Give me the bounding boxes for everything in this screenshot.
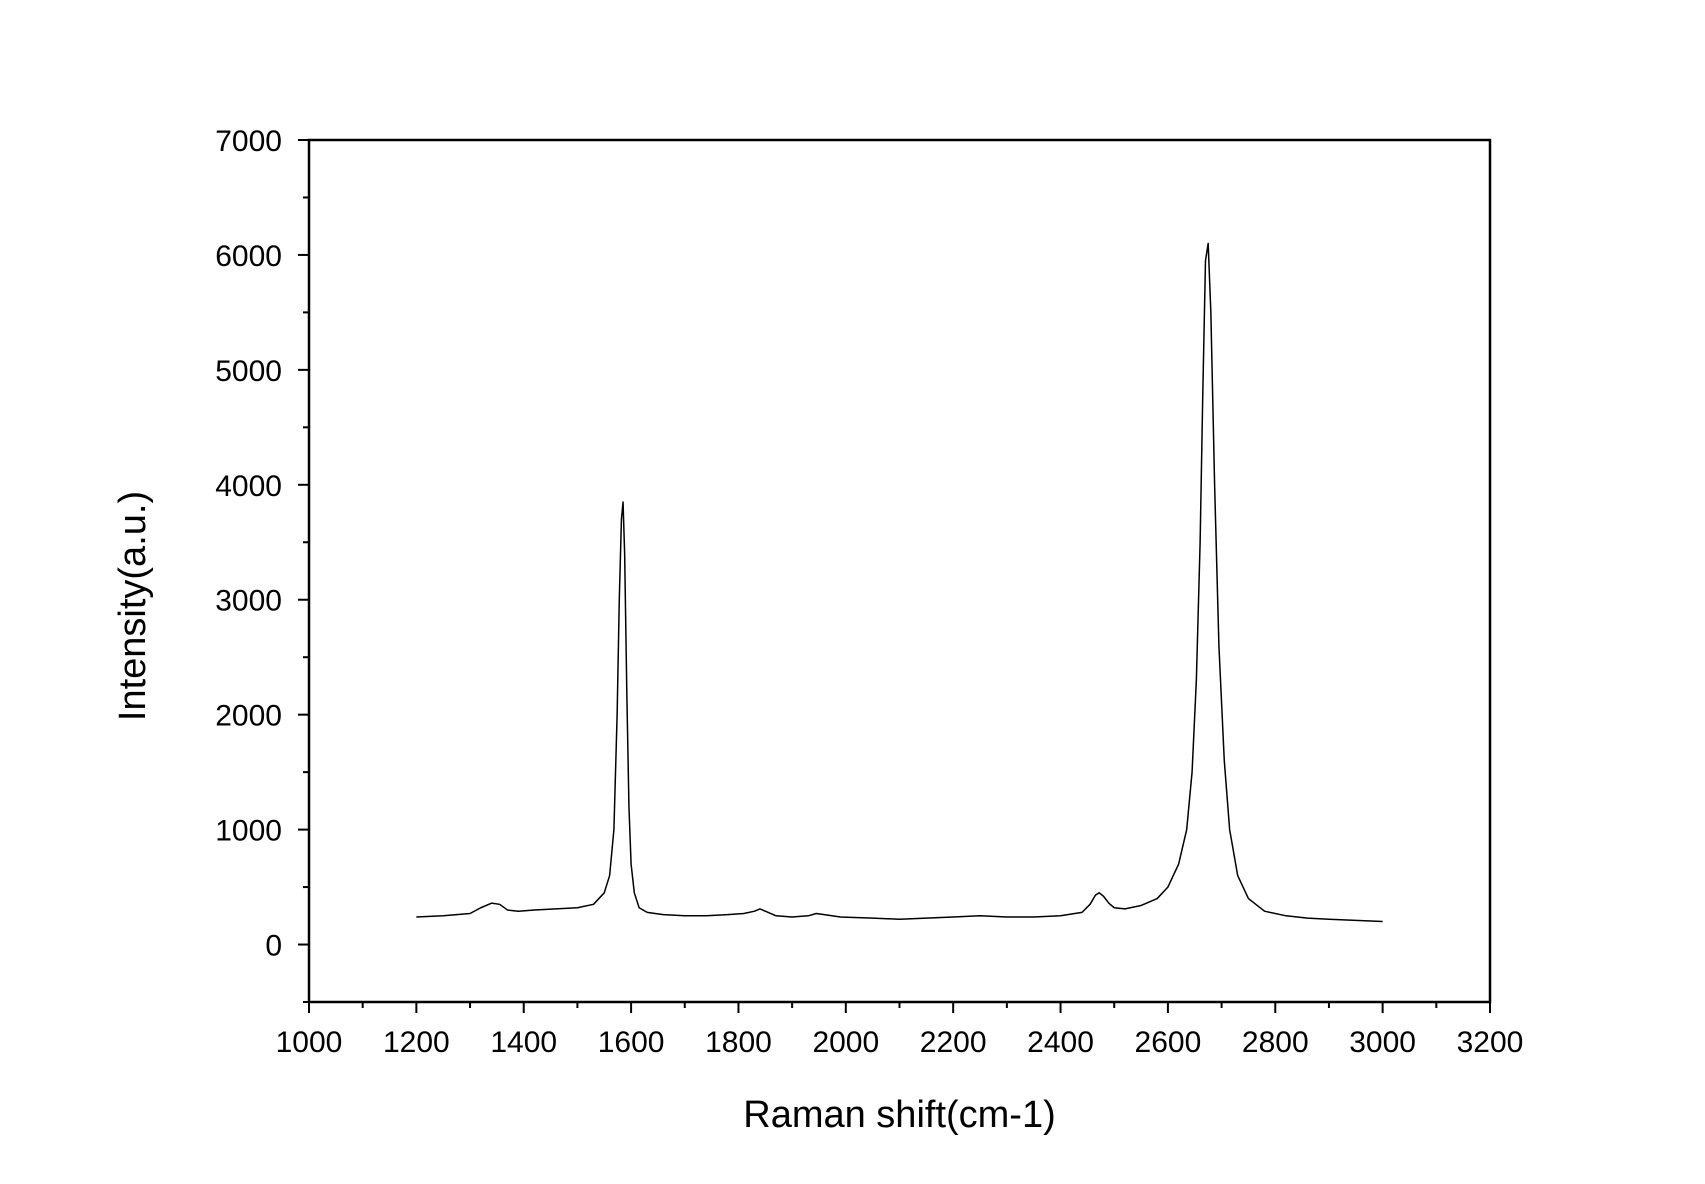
spectrum-line (416, 242, 1383, 923)
x-tick-label: 1800 (705, 1026, 772, 1059)
y-tick-label: 3000 (215, 585, 282, 618)
x-axis-tick-labels: 1000 1200 1400 1600 1800 2000 2200 2400 2600 2800… (276, 1026, 1524, 1059)
x-tick-label: 2200 (920, 1026, 987, 1059)
x-tick-label: 2000 (812, 1026, 879, 1059)
y-tick-label: 6000 (215, 240, 282, 273)
y-axis-ticks (298, 139, 309, 1003)
y-tick-label: 1000 (215, 815, 282, 848)
y-tick-label: 7000 (215, 125, 282, 158)
x-tick-label: 2400 (1027, 1026, 1094, 1059)
y-tick-label: 2000 (215, 700, 282, 733)
x-axis-title: Raman shift(cm-1) (743, 1094, 1056, 1136)
x-tick-label: 1200 (383, 1026, 450, 1059)
x-tick-label: 1600 (598, 1026, 665, 1059)
x-axis-ticks (308, 1002, 1491, 1013)
y-tick-label: 0 (265, 930, 282, 963)
x-tick-label: 2800 (1242, 1026, 1309, 1059)
y-axis-title: Intensity(a.u.) (112, 491, 154, 721)
y-tick-label: 5000 (215, 355, 282, 388)
y-tick-label: 4000 (215, 470, 282, 503)
x-tick-label: 1000 (276, 1026, 343, 1059)
x-tick-label: 3000 (1349, 1026, 1416, 1059)
x-tick-label: 2600 (1135, 1026, 1202, 1059)
x-tick-label: 3200 (1457, 1026, 1524, 1059)
y-axis-tick-labels: 0 1000 2000 3000 4000 5000 6000 7000 (215, 125, 282, 963)
plot-area-frame (307, 138, 1492, 1004)
x-tick-label: 1400 (490, 1026, 557, 1059)
